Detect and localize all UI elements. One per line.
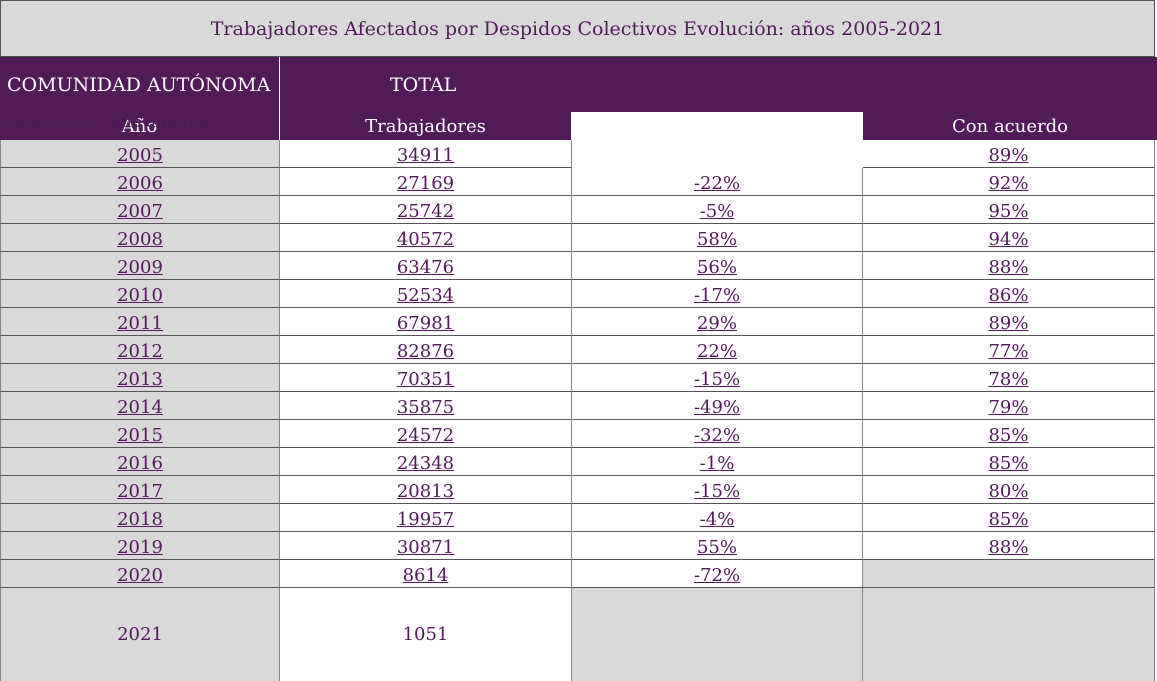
workers-cell[interactable]: 63476 — [280, 252, 572, 280]
agreement-cell[interactable]: 85% — [863, 420, 1155, 448]
agreement-cell[interactable]: 85% — [863, 448, 1155, 476]
workers-cell[interactable]: 35875 — [280, 392, 572, 420]
agreement-cell[interactable]: 89% — [863, 308, 1155, 336]
table-row: 2011 67981 29% 89% — [0, 308, 1157, 336]
variation-cell[interactable]: -5% — [572, 196, 863, 224]
variation-cell[interactable]: 55% — [572, 532, 863, 560]
workers-cell[interactable]: 19957 — [280, 504, 572, 532]
workers-cell[interactable]: 20813 — [280, 476, 572, 504]
table-row: 2013 70351 -15% 78% — [0, 364, 1157, 392]
workers-cell[interactable]: 25742 — [280, 196, 572, 224]
variation-cell[interactable]: 29% — [572, 308, 863, 336]
variation-cell[interactable]: 22% — [572, 336, 863, 364]
year-cell[interactable]: 2009 — [0, 252, 280, 280]
table-row: 2012 82876 22% 77% — [0, 336, 1157, 364]
workers-cell[interactable]: 70351 — [280, 364, 572, 392]
table-row: 2014 35875 -49% 79% — [0, 392, 1157, 420]
header-workers[interactable]: Trabajadores — [280, 112, 572, 140]
table-row: 2017 20813 -15% 80% — [0, 476, 1157, 504]
workers-cell[interactable]: 27169 — [280, 168, 572, 196]
year-cell[interactable]: 2021 — [0, 588, 280, 681]
year-cell[interactable]: 2020 — [0, 560, 280, 588]
workers-cell[interactable]: 8614 — [280, 560, 572, 588]
year-cell[interactable]: 2016 — [0, 448, 280, 476]
agreement-cell[interactable]: 79% — [863, 392, 1155, 420]
year-cell[interactable]: 2013 — [0, 364, 280, 392]
header-variation[interactable]: Variación % / año anterior — [0, 112, 213, 131]
table-row: 2006 27169 -22% 92% — [0, 168, 1157, 196]
agreement-cell[interactable]: 92% — [863, 168, 1155, 196]
agreement-cell[interactable]: 77% — [863, 336, 1155, 364]
workers-cell[interactable]: 30871 — [280, 532, 572, 560]
variation-cell[interactable]: -72% — [572, 560, 863, 588]
agreement-cell[interactable]: 89% — [863, 140, 1155, 168]
year-cell[interactable]: 2006 — [0, 168, 280, 196]
table-row: 2019 30871 55% 88% — [0, 532, 1157, 560]
agreement-cell[interactable]: 95% — [863, 196, 1155, 224]
agreement-cell[interactable]: 94% — [863, 224, 1155, 252]
year-cell[interactable]: 2007 — [0, 196, 280, 224]
variation-cell[interactable] — [572, 588, 863, 681]
variation-cell[interactable]: 56% — [572, 252, 863, 280]
workers-cell[interactable]: 82876 — [280, 336, 572, 364]
agreement-cell[interactable]: 80% — [863, 476, 1155, 504]
variation-cell[interactable]: -15% — [572, 364, 863, 392]
region-header-row: COMUNIDAD AUTÓNOMA TOTAL — [0, 57, 1157, 112]
workers-cell[interactable]: 67981 — [280, 308, 572, 336]
header-agreement[interactable]: Con acuerdo — [863, 112, 1157, 140]
variation-cell[interactable]: -22% — [572, 168, 863, 196]
header-year[interactable]: Año — [0, 112, 280, 140]
agreement-cell[interactable] — [863, 560, 1155, 588]
region-label-cell[interactable]: COMUNIDAD AUTÓNOMA — [0, 57, 280, 112]
year-cell[interactable]: 2017 — [0, 476, 280, 504]
variation-cell[interactable]: -15% — [572, 476, 863, 504]
year-cell[interactable]: 2019 — [0, 532, 280, 560]
agreement-cell[interactable]: 86% — [863, 280, 1155, 308]
agreement-cell[interactable]: 88% — [863, 252, 1155, 280]
region-value-cell[interactable]: TOTAL — [390, 73, 457, 96]
year-cell[interactable]: 2008 — [0, 224, 280, 252]
table-row: 2018 19957 -4% 85% — [0, 504, 1157, 532]
table-row: 2009 63476 56% 88% — [0, 252, 1157, 280]
variation-cell[interactable]: -49% — [572, 392, 863, 420]
table-row: 2021 1051 — [0, 588, 1157, 681]
year-cell[interactable]: 2005 — [0, 140, 280, 168]
table-row: 2008 40572 58% 94% — [0, 224, 1157, 252]
year-cell[interactable]: 2014 — [0, 392, 280, 420]
year-cell[interactable]: 2012 — [0, 336, 280, 364]
column-header-row: Año Trabajadores Con acuerdo — [0, 112, 1157, 140]
year-cell[interactable]: 2015 — [0, 420, 280, 448]
workers-cell[interactable]: 24348 — [280, 448, 572, 476]
workers-cell[interactable]: 24572 — [280, 420, 572, 448]
agreement-cell[interactable]: 88% — [863, 532, 1155, 560]
table-row: 2020 8614 -72% — [0, 560, 1157, 588]
table-row: 2015 24572 -32% 85% — [0, 420, 1157, 448]
workers-cell[interactable]: 1051 — [280, 588, 572, 681]
variation-cell[interactable]: 58% — [572, 224, 863, 252]
table-row: 2005 34911 89% — [0, 140, 1157, 168]
agreement-cell[interactable]: 78% — [863, 364, 1155, 392]
table-row: 2016 24348 -1% 85% — [0, 448, 1157, 476]
workers-cell[interactable]: 34911 — [280, 140, 572, 168]
table-row: 2007 25742 -5% 95% — [0, 196, 1157, 224]
year-cell[interactable]: 2018 — [0, 504, 280, 532]
agreement-cell[interactable]: 85% — [863, 504, 1155, 532]
agreement-cell[interactable] — [863, 588, 1155, 681]
variation-cell[interactable]: -1% — [572, 448, 863, 476]
workers-cell[interactable]: 52534 — [280, 280, 572, 308]
year-cell[interactable]: 2011 — [0, 308, 280, 336]
variation-cell[interactable]: -17% — [572, 280, 863, 308]
workers-cell[interactable]: 40572 — [280, 224, 572, 252]
variation-cell[interactable]: -32% — [572, 420, 863, 448]
table-row: 2010 52534 -17% 86% — [0, 280, 1157, 308]
table-title: Trabajadores Afectados por Despidos Cole… — [0, 0, 1155, 57]
variation-cell[interactable]: -4% — [572, 504, 863, 532]
year-cell[interactable]: 2010 — [0, 280, 280, 308]
